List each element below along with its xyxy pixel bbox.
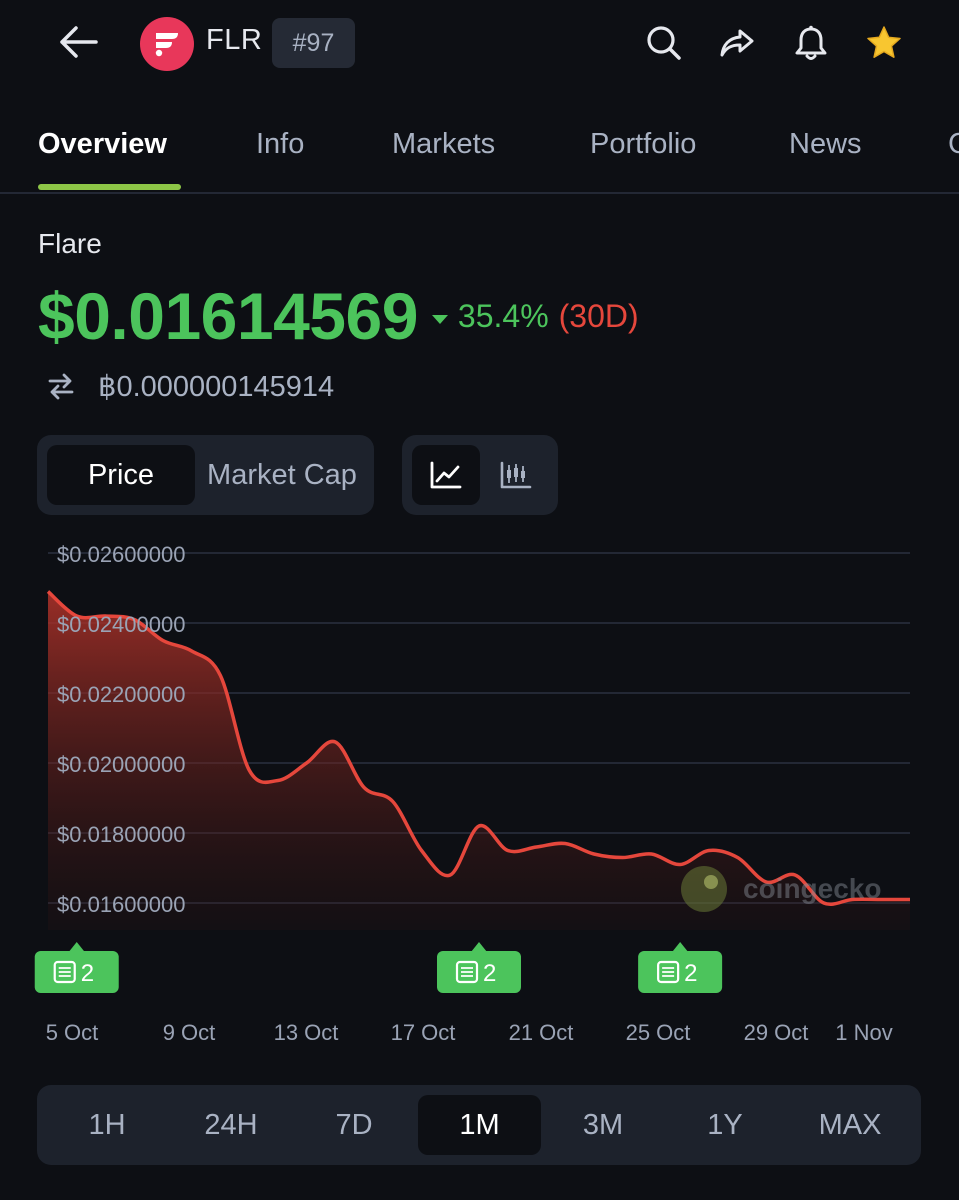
watermark-text: coingecko: [743, 873, 881, 904]
x-tick-label: 25 Oct: [626, 1020, 691, 1045]
x-tick-label: 21 Oct: [509, 1020, 574, 1045]
tab-portfolio[interactable]: Portfolio: [590, 128, 697, 160]
price-area-fill: [48, 591, 910, 930]
y-tick-label: $0.02000000: [57, 752, 185, 777]
range-1h-button[interactable]: 1H: [88, 1108, 126, 1141]
news-count: 2: [483, 960, 496, 987]
news-marker: 2: [638, 942, 723, 993]
line-chart-icon: [430, 461, 462, 489]
tab-bar: Overview Info Markets Portfolio News C: [0, 112, 959, 194]
news-marker: 2: [34, 942, 119, 993]
x-tick-label: 13 Oct: [274, 1020, 339, 1045]
news-marker-pointer: [672, 942, 689, 952]
bell-icon: [795, 25, 827, 60]
x-tick-label: 17 Oct: [391, 1020, 456, 1045]
current-price: $0.01614569: [38, 279, 418, 353]
y-tick-label: $0.02600000: [57, 542, 185, 567]
share-icon: [720, 29, 754, 57]
tab-overflow[interactable]: C: [948, 128, 959, 160]
range-1y-button[interactable]: 1Y: [707, 1108, 743, 1141]
candlestick-icon: [500, 461, 532, 489]
tab-info[interactable]: Info: [256, 128, 305, 160]
news-icon-lines: [58, 967, 71, 977]
price-change-period: (30D): [558, 297, 639, 334]
coingecko-watermark: coingecko: [681, 866, 881, 912]
search-icon: [647, 26, 681, 60]
market-cap-toggle-button[interactable]: Market Cap: [207, 458, 357, 491]
price-change-percent: 35.4%: [457, 297, 549, 334]
x-tick-label: 29 Oct: [744, 1020, 809, 1045]
price-chart[interactable]: $0.02600000 $0.02400000 $0.02200000 $0.0200…: [0, 530, 959, 1060]
y-tick-label: $0.01600000: [57, 892, 185, 917]
range-3m-button[interactable]: 3M: [582, 1108, 624, 1141]
coingecko-logo-icon: [681, 866, 727, 912]
x-tick-label: 1 Nov: [835, 1020, 892, 1045]
x-tick-label: 5 Oct: [46, 1020, 99, 1045]
chart-type-toggle: [402, 435, 558, 515]
top-bar: FLR #97: [0, 0, 959, 90]
back-button[interactable]: [52, 18, 104, 66]
news-icon-lines: [461, 967, 473, 977]
arrow-left-icon: [60, 26, 98, 58]
news-marker-pointer: [68, 942, 85, 952]
coingecko-logo-eye: [704, 875, 718, 889]
range-max-button[interactable]: MAX: [818, 1108, 882, 1141]
candlestick-chart-button[interactable]: [482, 445, 550, 505]
btc-price: ฿0.000000145914: [98, 370, 335, 403]
range-1m-button[interactable]: 1M: [418, 1095, 541, 1155]
news-count: 2: [81, 960, 94, 987]
news-icon: [53, 960, 76, 984]
active-tab-indicator: [38, 184, 181, 190]
news-count: 2: [684, 960, 697, 987]
price-chart-svg: $0.02600000 $0.02400000 $0.02200000 $0.0200…: [34, 542, 910, 1045]
y-tick-label: $0.02200000: [57, 682, 185, 707]
swap-icon: [48, 373, 74, 400]
news-marker: 2: [437, 942, 521, 993]
search-button[interactable]: [638, 18, 690, 68]
price-row: $0.01614569 35.4% (30D): [38, 276, 639, 356]
news-marker-badge: [34, 951, 119, 993]
coin-name: Flare: [38, 228, 102, 259]
metric-toggle: Price Market Cap: [37, 435, 374, 515]
news-icon: [657, 960, 680, 984]
change-direction-icon: [431, 314, 448, 324]
price-line: [46, 590, 910, 907]
range-24h-button[interactable]: 24H: [204, 1108, 258, 1141]
line-chart-button[interactable]: [412, 445, 480, 505]
price-toggle-button[interactable]: Price: [47, 445, 195, 505]
btc-price-row: ฿0.000000145914: [46, 366, 334, 406]
favorite-button[interactable]: [858, 18, 910, 68]
tab-overview[interactable]: Overview: [38, 128, 167, 160]
share-button[interactable]: [711, 18, 763, 68]
news-marker-pointer: [471, 942, 487, 952]
flare-logo-icon: [140, 17, 194, 71]
coin-symbol: FLR: [206, 24, 263, 56]
news-icon-lines: [662, 967, 675, 977]
rank-badge: #97: [272, 18, 355, 68]
news-marker-badge: [638, 951, 723, 993]
y-tick-label: $0.01800000: [57, 822, 185, 847]
tab-markets[interactable]: Markets: [392, 128, 496, 160]
time-range-selector: 1H 24H 7D 1M 3M 1Y MAX: [37, 1085, 921, 1165]
notification-button[interactable]: [785, 18, 837, 68]
tab-news[interactable]: News: [789, 128, 862, 160]
x-tick-label: 9 Oct: [163, 1020, 216, 1045]
y-tick-label: $0.02400000: [57, 612, 185, 637]
news-marker-badge: [437, 951, 521, 993]
range-7d-button[interactable]: 7D: [335, 1108, 373, 1141]
star-icon: [867, 26, 901, 58]
news-icon: [455, 960, 479, 984]
